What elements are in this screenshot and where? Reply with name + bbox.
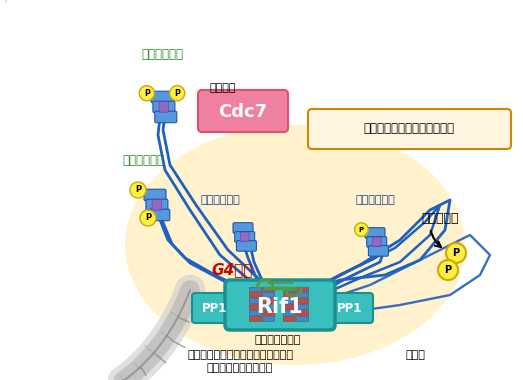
Text: 核骨格: 核骨格 — [405, 350, 425, 360]
Text: 初期複製起点: 初期複製起点 — [122, 154, 164, 166]
Text: G4構造: G4構造 — [211, 263, 253, 277]
Text: 脱リン酸化: 脱リン酸化 — [421, 212, 459, 225]
FancyBboxPatch shape — [155, 111, 177, 123]
Text: Cdc7: Cdc7 — [219, 103, 268, 121]
FancyBboxPatch shape — [249, 287, 261, 291]
Circle shape — [169, 86, 185, 101]
FancyBboxPatch shape — [327, 293, 373, 323]
Text: P: P — [359, 226, 364, 233]
FancyBboxPatch shape — [262, 310, 274, 315]
FancyBboxPatch shape — [368, 245, 389, 256]
FancyBboxPatch shape — [240, 232, 249, 242]
Text: 後期複製起点: 後期複製起点 — [200, 195, 240, 205]
Circle shape — [140, 210, 156, 226]
Text: PP1: PP1 — [337, 301, 362, 315]
FancyBboxPatch shape — [233, 223, 253, 233]
Text: オリゴマー形成: オリゴマー形成 — [255, 335, 301, 345]
FancyBboxPatch shape — [146, 199, 168, 211]
FancyBboxPatch shape — [249, 304, 261, 309]
FancyBboxPatch shape — [262, 298, 274, 303]
Circle shape — [438, 260, 458, 280]
FancyBboxPatch shape — [283, 310, 295, 315]
FancyBboxPatch shape — [365, 228, 385, 238]
Circle shape — [139, 86, 154, 101]
FancyBboxPatch shape — [262, 304, 274, 309]
Text: P: P — [452, 248, 460, 258]
FancyBboxPatch shape — [296, 316, 308, 320]
FancyBboxPatch shape — [372, 237, 381, 247]
FancyBboxPatch shape — [283, 316, 295, 320]
FancyBboxPatch shape — [235, 231, 255, 242]
FancyBboxPatch shape — [308, 109, 511, 149]
FancyBboxPatch shape — [152, 200, 162, 210]
FancyBboxPatch shape — [159, 102, 169, 112]
Text: PP1: PP1 — [202, 301, 228, 315]
FancyBboxPatch shape — [236, 241, 256, 251]
FancyBboxPatch shape — [153, 101, 175, 113]
FancyBboxPatch shape — [283, 287, 295, 291]
Text: Rif1: Rif1 — [257, 297, 303, 317]
Text: 後期複製起点: 後期複製起点 — [355, 195, 395, 205]
Text: 初期複製起点: 初期複製起点 — [141, 49, 183, 62]
Circle shape — [130, 182, 146, 198]
FancyBboxPatch shape — [367, 237, 386, 247]
FancyBboxPatch shape — [148, 209, 170, 221]
Text: 核膜に会合・クロマチンループ形成: 核膜に会合・クロマチンループ形成 — [187, 350, 293, 360]
FancyBboxPatch shape — [249, 310, 261, 315]
FancyBboxPatch shape — [283, 292, 295, 297]
FancyBboxPatch shape — [249, 316, 261, 320]
Ellipse shape — [125, 125, 465, 365]
Text: P: P — [145, 214, 151, 223]
FancyBboxPatch shape — [225, 280, 335, 330]
Text: P: P — [445, 265, 451, 275]
Circle shape — [446, 243, 466, 263]
FancyBboxPatch shape — [296, 298, 308, 303]
FancyBboxPatch shape — [296, 310, 308, 315]
Text: 複製開始を抑制するドメイン: 複製開始を抑制するドメイン — [363, 122, 454, 136]
FancyBboxPatch shape — [283, 298, 295, 303]
FancyBboxPatch shape — [296, 304, 308, 309]
Text: リン酸化: リン酸化 — [210, 83, 236, 93]
FancyBboxPatch shape — [144, 189, 166, 201]
FancyBboxPatch shape — [151, 91, 173, 103]
FancyBboxPatch shape — [262, 287, 274, 291]
FancyBboxPatch shape — [249, 298, 261, 303]
FancyBboxPatch shape — [262, 292, 274, 297]
FancyBboxPatch shape — [198, 90, 288, 132]
FancyBboxPatch shape — [296, 287, 308, 291]
Circle shape — [355, 223, 368, 236]
FancyBboxPatch shape — [283, 304, 295, 309]
FancyBboxPatch shape — [262, 316, 274, 320]
FancyBboxPatch shape — [296, 292, 308, 297]
FancyBboxPatch shape — [249, 292, 261, 297]
FancyBboxPatch shape — [192, 293, 238, 323]
Text: ヘテロクロマチン形成: ヘテロクロマチン形成 — [207, 363, 273, 373]
Text: P: P — [144, 89, 150, 98]
Text: P: P — [174, 89, 180, 98]
Text: P: P — [135, 185, 141, 195]
